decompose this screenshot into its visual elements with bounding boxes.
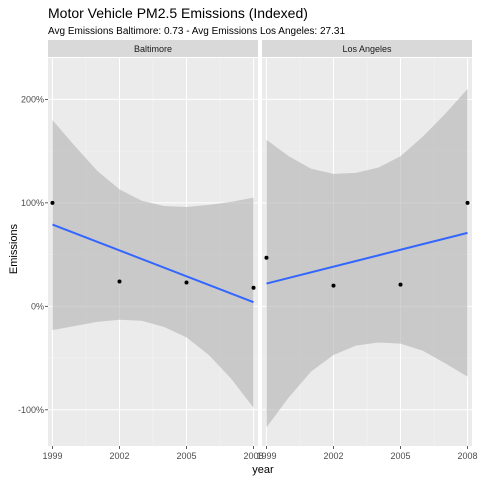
facet-strip-label: Baltimore: [134, 44, 172, 54]
x-tick-label: 2008: [244, 451, 264, 461]
facet-panel-los-angeles: Los Angeles 1999 2002 2005 2008: [256, 40, 478, 461]
facet-strip: [262, 40, 472, 57]
y-tick-label: 100%: [21, 198, 44, 208]
y-tick-label: 0%: [31, 301, 44, 311]
data-point: [50, 200, 55, 205]
y-tick-label: -100%: [18, 405, 44, 415]
facet-panel-baltimore: Baltimore 1999 2002 2005 2008: [42, 40, 264, 461]
y-axis-title: Emissions: [8, 223, 20, 274]
facet-strip: [48, 40, 258, 57]
regression-line: [52, 223, 254, 304]
facet-strip-label: Los Angeles: [342, 44, 392, 54]
chart-title: Motor Vehicle PM2.5 Emissions (Indexed): [48, 5, 308, 21]
regression-line: [266, 231, 468, 285]
data-point: [331, 283, 336, 288]
y-tick-label: 200%: [21, 94, 44, 104]
x-tick-label: 2002: [109, 451, 129, 461]
x-tick-label: 1999: [42, 451, 62, 461]
facet-panels: -100% 0% 100% 200% Baltimore 1999 2002 2005 2008…: [18, 40, 478, 461]
chart-subtitle: Avg Emissions Baltimore: 0.73 - Avg Emis…: [48, 26, 345, 37]
data-point: [117, 279, 122, 284]
x-axis-title: year: [252, 464, 274, 476]
x-tick-label: 2005: [390, 451, 410, 461]
data-point: [398, 282, 403, 287]
data-point: [184, 280, 189, 285]
data-point: [251, 285, 256, 290]
x-tick-label: 2008: [458, 451, 478, 461]
x-tick-label: 2002: [323, 451, 343, 461]
data-point: [465, 200, 470, 205]
data-point: [264, 255, 269, 260]
x-tick-label: 1999: [256, 451, 276, 461]
x-tick-label: 2005: [176, 451, 196, 461]
